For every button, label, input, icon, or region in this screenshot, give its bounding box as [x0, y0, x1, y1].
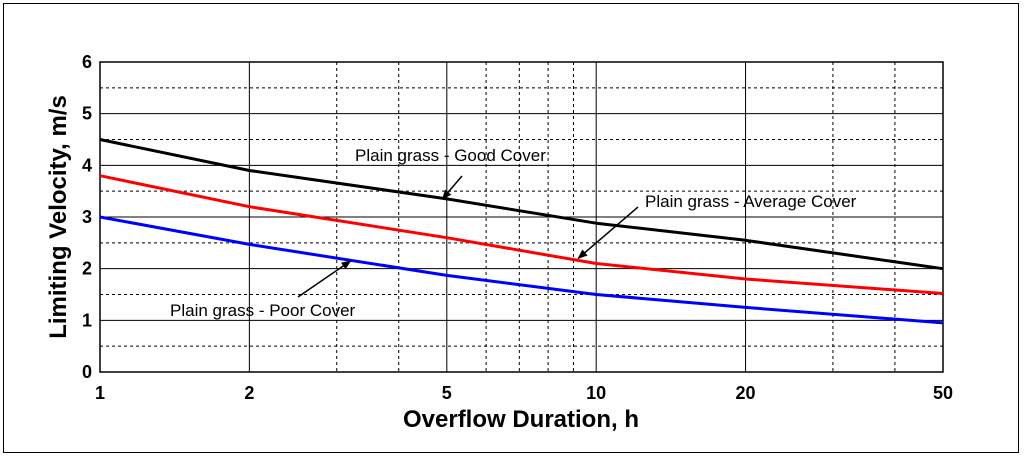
y-tick-label: 3	[82, 207, 92, 227]
annotation-arrow	[577, 206, 639, 259]
series-line	[99, 215, 944, 325]
chart-frame	[3, 3, 1019, 453]
series-line	[99, 174, 944, 295]
x-tick-label: 10	[586, 383, 606, 403]
y-tick-label: 5	[82, 104, 92, 124]
annotation-label: Plain grass - Good Cover	[355, 146, 546, 165]
series	[99, 138, 944, 325]
annotation-arrow	[297, 260, 352, 298]
annotation-label: Plain grass - Poor Cover	[170, 301, 356, 320]
y-tick-label: 1	[82, 310, 92, 330]
y-tick-label: 6	[82, 52, 92, 72]
x-tick-label: 1	[95, 383, 105, 403]
series-line	[99, 138, 944, 271]
y-tick-label: 2	[82, 259, 92, 279]
annotation-arrow	[441, 175, 463, 200]
x-axis-label: Overflow Duration, h	[403, 406, 639, 433]
grid	[100, 62, 943, 372]
x-tick-label: 2	[244, 383, 254, 403]
x-tick-label: 50	[933, 383, 953, 403]
y-tick-label: 0	[82, 362, 92, 382]
x-tick-label: 20	[736, 383, 756, 403]
annotation-label: Plain grass - Average Cover	[645, 192, 857, 211]
x-tick-label: 5	[442, 383, 452, 403]
y-tick-label: 4	[82, 155, 92, 175]
annotations: Plain grass - Good Cover Plain grass - Av…	[170, 146, 857, 320]
y-axis-label: Limiting Velocity, m/s	[45, 95, 72, 339]
